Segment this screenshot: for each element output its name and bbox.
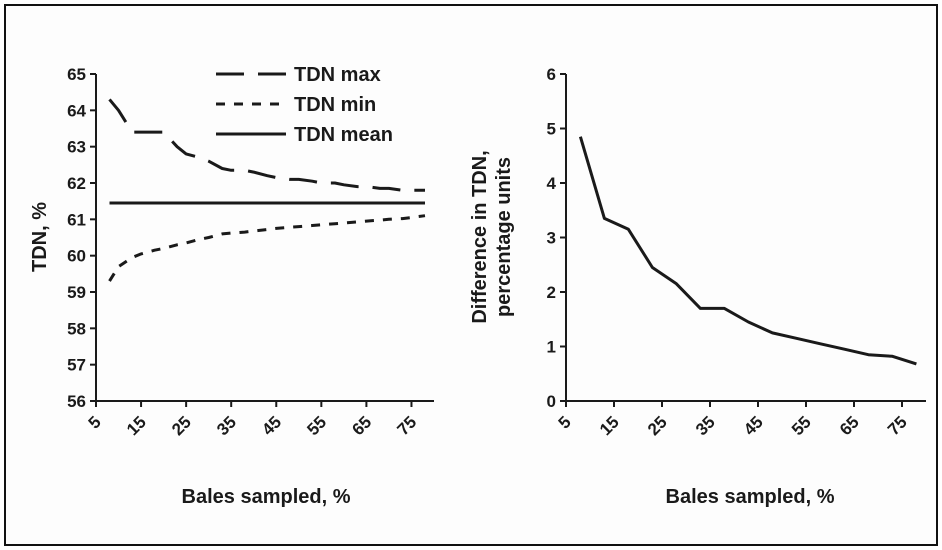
left-y-ticks: 56 57 58 59 60 61 62 63 64 65 <box>67 65 96 411</box>
chart-tdn: 56 57 58 59 60 61 62 63 64 65 5 15 25 35 45 55 65 75 TDN… <box>29 64 434 508</box>
right-x-tick-label: 35 <box>692 412 719 439</box>
left-series-tdn-max <box>108 98 425 192</box>
right-y-tick-label: 2 <box>547 283 556 302</box>
right-y-tick-label: 0 <box>547 392 556 411</box>
figure-frame <box>4 4 938 546</box>
left-x-tick-label: 5 <box>85 412 105 432</box>
left-x-tick-label: 65 <box>348 412 375 439</box>
left-series-group <box>108 98 426 282</box>
right-x-axis-title: Bales sampled, % <box>666 486 835 508</box>
left-x-ticks: 5 15 25 35 45 55 65 75 <box>85 401 420 439</box>
left-series-tdn-min <box>108 214 426 282</box>
legend: TDN max TDN min TDN mean <box>216 64 393 146</box>
left-x-tick-label: 55 <box>303 412 330 439</box>
right-x-tick-label: 55 <box>788 412 815 439</box>
left-y-tick-label: 61 <box>67 210 86 229</box>
left-y-tick-label: 62 <box>67 174 86 193</box>
left-y-tick-label: 56 <box>67 392 86 411</box>
right-x-ticks: 5 15 25 35 45 55 65 75 <box>555 401 911 439</box>
left-x-axis-title: Bales sampled, % <box>182 486 351 508</box>
left-x-tick-label: 75 <box>393 412 420 439</box>
left-x-tick-label: 35 <box>213 412 240 439</box>
left-y-tick-label: 64 <box>67 101 86 120</box>
legend-label-tdn-max: TDN max <box>294 64 381 86</box>
right-y-tick-label: 1 <box>547 338 556 357</box>
left-y-axis-title: TDN, % <box>29 202 51 272</box>
legend-label-tdn-min: TDN min <box>294 94 376 116</box>
right-y-tick-label: 4 <box>547 174 557 193</box>
legend-label-tdn-mean: TDN mean <box>294 124 393 146</box>
right-x-tick-label: 25 <box>644 412 671 439</box>
right-x-tick-label: 5 <box>555 412 575 432</box>
right-x-tick-label: 45 <box>740 412 767 439</box>
left-y-tick-label: 58 <box>67 319 86 338</box>
right-y-axis-title-line1: Difference in TDN, <box>469 150 491 323</box>
right-y-axis-title-line2: percentage units <box>493 157 515 317</box>
left-y-tick-label: 65 <box>67 65 86 84</box>
left-x-tick-label: 45 <box>258 412 285 439</box>
right-y-ticks: 0 1 2 3 4 5 6 <box>547 65 566 411</box>
right-y-tick-label: 3 <box>547 229 556 248</box>
right-y-tick-label: 5 <box>547 120 556 139</box>
right-x-tick-label: 15 <box>596 412 623 439</box>
right-x-tick-label: 65 <box>836 412 863 439</box>
left-x-tick-label: 25 <box>168 412 195 439</box>
right-y-tick-label: 6 <box>547 65 556 84</box>
right-x-tick-label: 75 <box>884 412 911 439</box>
left-y-tick-label: 57 <box>67 356 86 375</box>
right-series-group <box>578 136 917 366</box>
left-y-tick-label: 63 <box>67 138 86 157</box>
left-x-tick-label: 15 <box>123 412 150 439</box>
left-y-tick-label: 60 <box>67 247 86 266</box>
right-series-difference <box>578 136 917 366</box>
left-y-tick-label: 59 <box>67 283 86 302</box>
